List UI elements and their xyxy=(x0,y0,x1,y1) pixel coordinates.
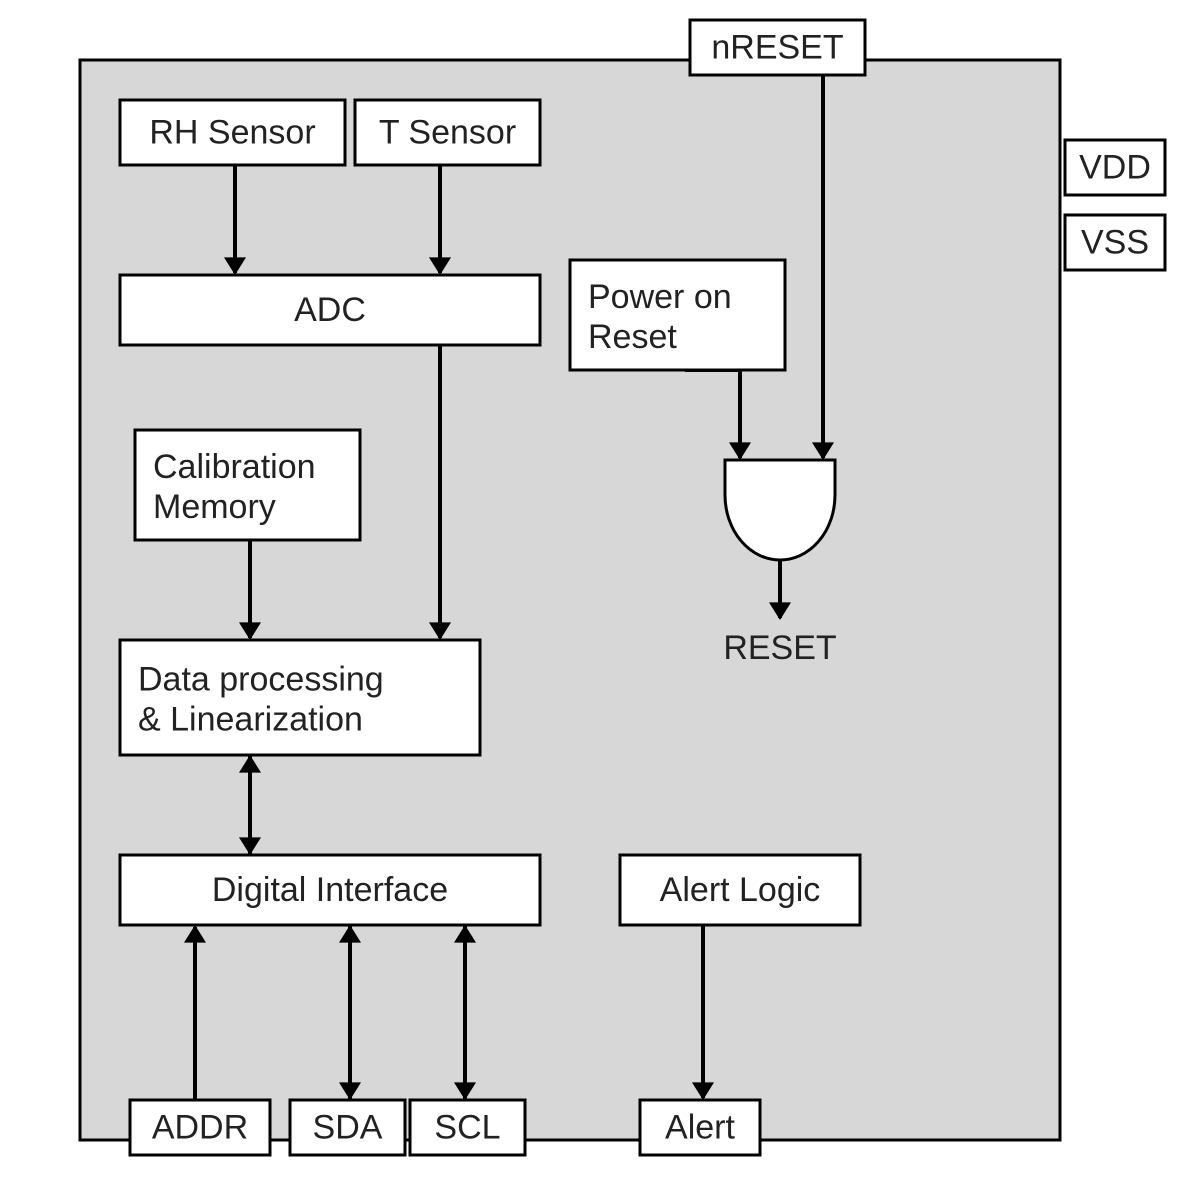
power-on-reset-block-label2: Reset xyxy=(588,318,677,356)
adc-block-label: ADC xyxy=(294,291,366,329)
scl-pin-label: SCL xyxy=(434,1108,500,1146)
addr-pin-label: ADDR xyxy=(152,1108,248,1146)
alert-logic-block-label: Alert Logic xyxy=(660,871,821,909)
reset-label: RESET xyxy=(723,629,836,667)
power-on-reset-block-label1: Power on xyxy=(588,278,732,316)
t-sensor-block-label: T Sensor xyxy=(379,113,516,151)
vdd-pin-label: VDD xyxy=(1079,148,1151,186)
digital-interface-block-label: Digital Interface xyxy=(212,871,448,909)
data-processing-block-label1: Data processing xyxy=(138,660,384,698)
nreset-pin-label: nRESET xyxy=(711,28,843,66)
vss-pin-label: VSS xyxy=(1081,223,1149,261)
data-processing-block-label2: & Linearization xyxy=(138,700,363,738)
calibration-memory-block-label1: Calibration xyxy=(153,448,316,486)
alert-pin-label: Alert xyxy=(665,1108,735,1146)
calibration-memory-block-label2: Memory xyxy=(153,488,276,526)
rh-sensor-block-label: RH Sensor xyxy=(149,113,315,151)
sda-pin-label: SDA xyxy=(313,1108,383,1146)
chip-outline xyxy=(80,60,1060,1140)
